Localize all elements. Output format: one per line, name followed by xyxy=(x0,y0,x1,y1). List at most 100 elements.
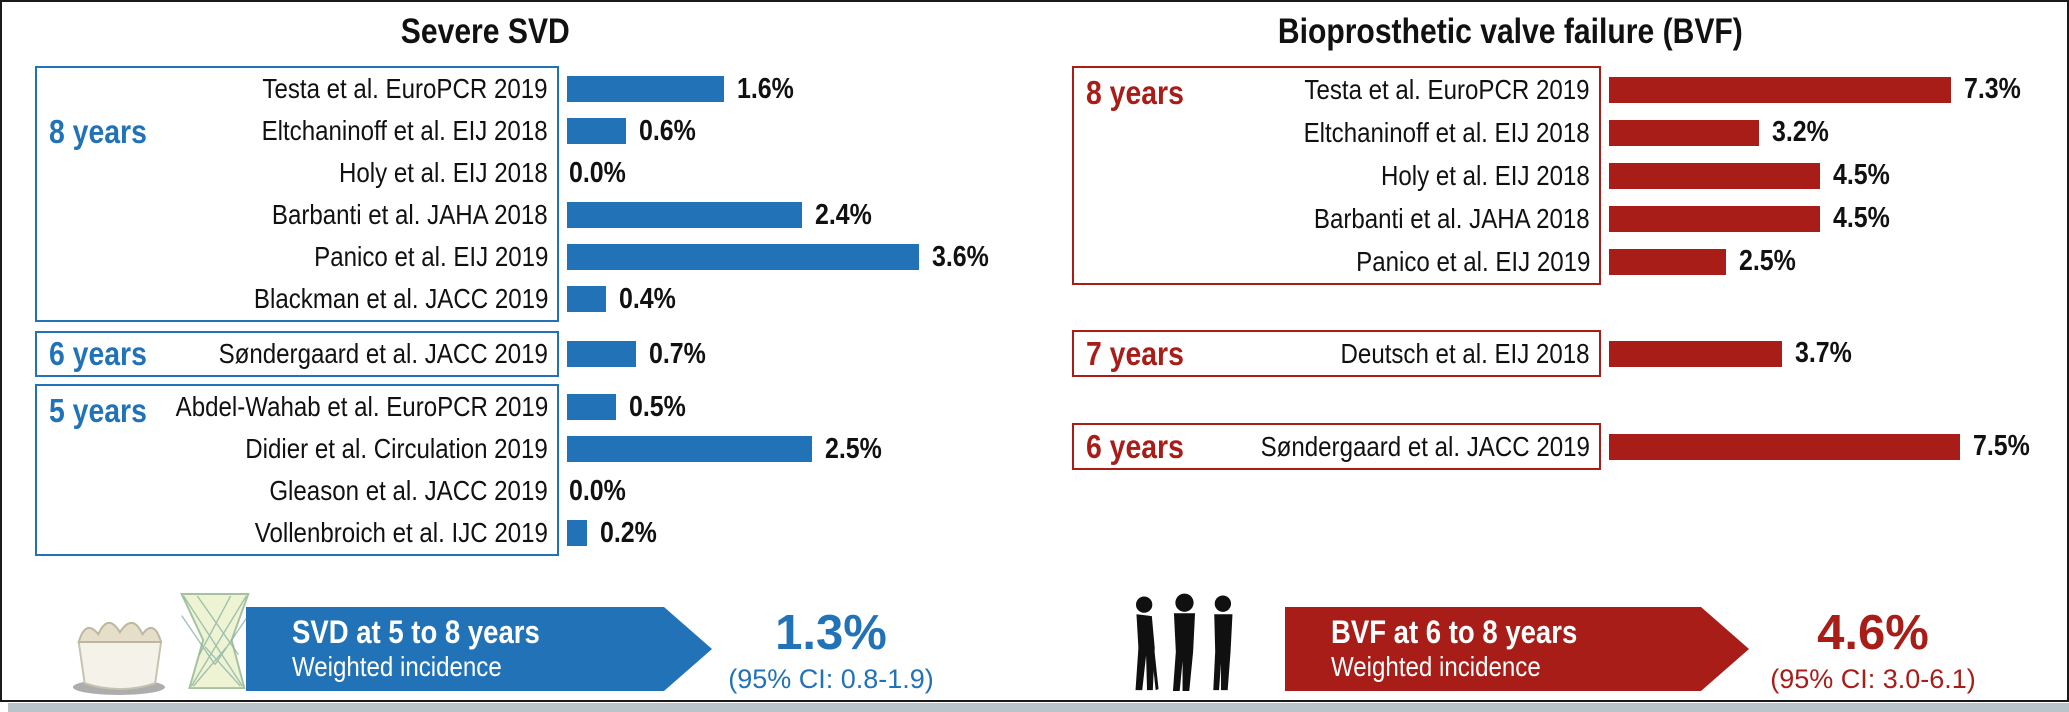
bvf-result-percent: 4.6% xyxy=(1817,606,1929,660)
bar xyxy=(567,118,626,144)
bar-row: 0.0% xyxy=(567,470,891,512)
study-row: Didier et al. Circulation 2019 xyxy=(37,428,557,470)
bar-row: 4.5% xyxy=(1609,197,2030,240)
bar-row: 0.4% xyxy=(567,278,998,320)
bvf-chart-title-text: Bioprosthetic valve failure (BVF) xyxy=(1277,12,1743,51)
bar-row: 0.7% xyxy=(567,333,715,375)
study-row: Barbanti et al. JAHA 2018 xyxy=(37,194,557,236)
svd-banner-line2: Weighted incidence xyxy=(292,650,502,682)
study-label: Søndergaard et al. JACC 2019 xyxy=(218,338,548,369)
study-label: Testa et al. EuroPCR 2019 xyxy=(262,73,548,104)
year-group-box: 8 years Testa et al. EuroPCR 2019 Eltchani… xyxy=(1072,66,1601,285)
bar-row: 1.6% xyxy=(567,68,998,110)
svd-chart-groups: 8 years Testa et al. EuroPCR 2019 Eltchani… xyxy=(35,66,998,556)
study-label: Panico et al. EIJ 2019 xyxy=(313,241,548,272)
bvf-banner-line1: BVF at 6 to 8 years xyxy=(1331,613,1578,650)
year-group-box: 8 years Testa et al. EuroPCR 2019 Eltchani… xyxy=(35,66,559,322)
study-row: Søndergaard et al. JACC 2019 xyxy=(37,333,557,375)
study-label: Testa et al. EuroPCR 2019 xyxy=(1304,73,1590,105)
bar-row: 7.5% xyxy=(1609,425,2039,468)
year-group-box: 6 years Søndergaard et al. JACC 2019 xyxy=(1072,423,1601,470)
bar xyxy=(1609,248,1726,275)
year-group-box: 6 years Søndergaard et al. JACC 2019 xyxy=(35,331,559,377)
bvf-banner-line2: Weighted incidence xyxy=(1331,650,1541,682)
bvf-summary-banner: BVF at 6 to 8 years Weighted incidence xyxy=(1285,607,1749,691)
year-group-label: 5 years xyxy=(49,392,147,429)
year-group-label: 6 years xyxy=(49,335,147,372)
bvf-chart-groups: 8 years Testa et al. EuroPCR 2019 Eltchani… xyxy=(1072,66,2039,470)
study-row: Gleason et al. JACC 2019 xyxy=(37,470,557,512)
bar xyxy=(567,76,724,102)
bar-row: 7.3% xyxy=(1609,68,2030,111)
bar-row: 2.5% xyxy=(1609,240,2030,283)
bar-row: 3.6% xyxy=(567,236,998,278)
study-label: Abdel-Wahab et al. EuroPCR 2019 xyxy=(175,391,548,422)
bars-column: 0.5% 2.5% 0.0% 0.2% xyxy=(567,384,891,554)
study-row: Eltchaninoff et al. EIJ 2018 xyxy=(37,110,557,152)
bar-value-label: 3.7% xyxy=(1795,337,1852,369)
bar-value-label: 3.6% xyxy=(932,240,989,273)
bar xyxy=(567,341,636,367)
study-label: Søndergaard et al. JACC 2019 xyxy=(1260,430,1590,462)
study-label: Didier et al. Circulation 2019 xyxy=(245,433,548,464)
year-group-label: 8 years xyxy=(49,113,147,150)
bar xyxy=(567,520,587,546)
bar-value-label: 0.2% xyxy=(600,516,657,549)
study-label: Gleason et al. JACC 2019 xyxy=(269,475,548,506)
bvf-result-ci: (95% CI: 3.0-6.1) xyxy=(1770,663,1976,694)
svd-chart-title-text: Severe SVD xyxy=(400,12,570,51)
svd-weighted-incidence-result: 1.3% (95% CI: 0.8-1.9) xyxy=(700,606,962,695)
bar-row: 0.0% xyxy=(567,152,998,194)
bar-value-label: 0.0% xyxy=(569,156,626,189)
year-group: 6 years Søndergaard et al. JACC 2019 0.7% xyxy=(35,331,998,377)
bar xyxy=(567,244,919,270)
bar xyxy=(1609,340,1782,367)
bar-value-label: 2.5% xyxy=(825,432,882,465)
bvf-weighted-incidence-result: 4.6% (95% CI: 3.0-6.1) xyxy=(1742,606,2004,695)
bar-value-label: 2.4% xyxy=(815,198,872,231)
study-label: Eltchaninoff et al. EIJ 2018 xyxy=(261,115,548,146)
bars-column: 7.3% 3.2% 4.5% 4.5% 2.5% xyxy=(1609,66,2030,283)
bar-row: 0.5% xyxy=(567,386,891,428)
bar-row: 0.2% xyxy=(567,512,891,554)
study-row: Vollenbroich et al. IJC 2019 xyxy=(37,512,557,554)
bar-row: 2.4% xyxy=(567,194,998,236)
year-group: 8 years Testa et al. EuroPCR 2019 Eltchani… xyxy=(35,66,998,322)
study-row: Testa et al. EuroPCR 2019 xyxy=(1074,68,1599,111)
study-row: Testa et al. EuroPCR 2019 xyxy=(37,68,557,110)
svd-result-percent: 1.3% xyxy=(775,606,887,660)
year-group: 6 years Søndergaard et al. JACC 2019 7.5% xyxy=(1072,423,2039,470)
bar-value-label: 4.5% xyxy=(1833,202,1890,234)
study-label: Holy et al. EIJ 2018 xyxy=(339,157,548,188)
figure-bottom-shadow xyxy=(8,703,2069,712)
year-group-label: 7 years xyxy=(1086,334,1184,372)
study-row: Holy et al. EIJ 2018 xyxy=(1074,154,1599,197)
bar xyxy=(1609,119,1759,146)
study-row: Blackman et al. JACC 2019 xyxy=(37,278,557,320)
year-group-box: 5 years Abdel-Wahab et al. EuroPCR 2019 Di… xyxy=(35,384,559,556)
bar xyxy=(1609,76,1951,103)
study-label: Panico et al. EIJ 2019 xyxy=(1355,245,1590,277)
study-row: Søndergaard et al. JACC 2019 xyxy=(1074,425,1599,468)
bar-value-label: 3.2% xyxy=(1772,116,1829,148)
study-row: Holy et al. EIJ 2018 xyxy=(37,152,557,194)
svd-chart-title: Severe SVD xyxy=(35,12,935,52)
bar xyxy=(567,394,616,420)
study-label: Blackman et al. JACC 2019 xyxy=(253,283,548,314)
year-group-label: 6 years xyxy=(1086,427,1184,465)
svd-banner-line1: SVD at 5 to 8 years xyxy=(292,613,540,650)
year-group: 8 years Testa et al. EuroPCR 2019 Eltchani… xyxy=(1072,66,2039,285)
bar-row: 4.5% xyxy=(1609,154,2030,197)
bvf-chart-title: Bioprosthetic valve failure (BVF) xyxy=(1052,12,1968,52)
bar-value-label: 0.0% xyxy=(569,474,626,507)
bar-row: 3.2% xyxy=(1609,111,2030,154)
bar-value-label: 0.6% xyxy=(639,114,696,147)
bar xyxy=(1609,433,1960,460)
study-row: Panico et al. EIJ 2019 xyxy=(37,236,557,278)
bar-value-label: 4.5% xyxy=(1833,159,1890,191)
study-row: Eltchaninoff et al. EIJ 2018 xyxy=(1074,111,1599,154)
study-label: Deutsch et al. EIJ 2018 xyxy=(1341,337,1590,369)
bar xyxy=(567,436,812,462)
year-group-box: 7 years Deutsch et al. EIJ 2018 xyxy=(1072,330,1601,377)
